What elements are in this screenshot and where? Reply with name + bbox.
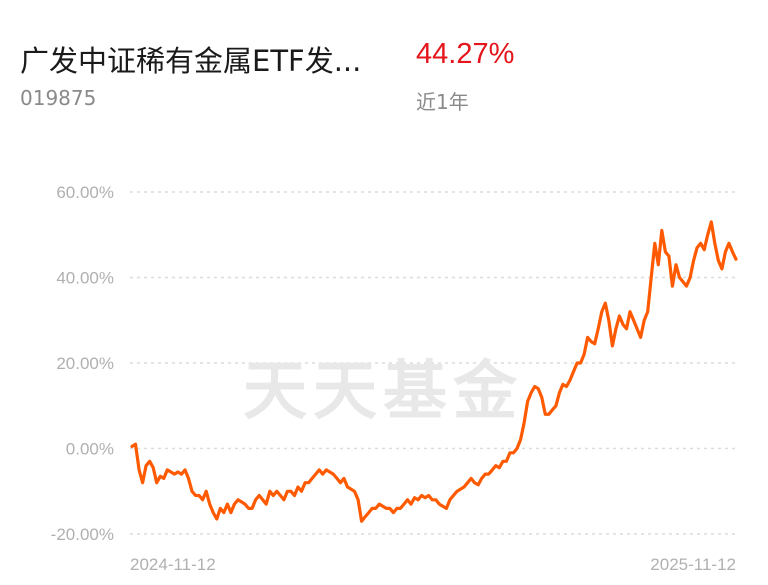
- period-label[interactable]: 近1年: [416, 90, 469, 114]
- y-tick-label: 20.00%: [56, 354, 114, 373]
- y-tick-label: 40.00%: [56, 269, 114, 288]
- grid-layer: 60.00% 40.00% 20.00% 0.00% -20.00%: [51, 183, 736, 544]
- y-tick-label: 0.00%: [66, 440, 114, 459]
- x-tick-label: 2024-11-12: [130, 555, 216, 574]
- x-tick-label: 2025-11-12: [650, 555, 736, 574]
- watermark: 天天基金: [243, 355, 523, 429]
- line-layer: [130, 220, 738, 523]
- x-axis-labels: 2024-11-12 2025-11-12: [130, 555, 736, 574]
- fund-name: 广发中证稀有金属ETF发...: [20, 44, 362, 78]
- series-line: [130, 220, 738, 523]
- return-value: 44.27%: [416, 38, 515, 70]
- y-tick-label: -20.00%: [51, 525, 114, 544]
- fund-code: 019875: [20, 86, 97, 110]
- y-tick-label: 60.00%: [56, 183, 114, 202]
